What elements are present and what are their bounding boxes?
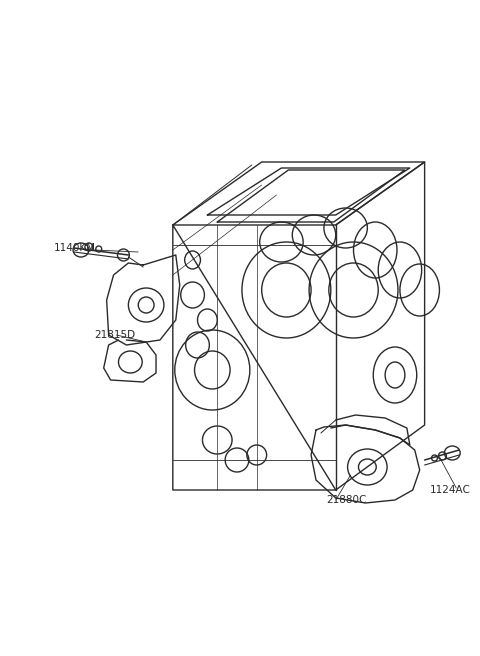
- Text: 21815D: 21815D: [94, 330, 135, 340]
- Ellipse shape: [118, 249, 130, 261]
- Ellipse shape: [444, 446, 460, 460]
- Ellipse shape: [73, 243, 89, 257]
- Text: 1140KM: 1140KM: [54, 243, 96, 253]
- Text: 1124AC: 1124AC: [430, 485, 470, 495]
- Text: 21880C: 21880C: [326, 495, 366, 505]
